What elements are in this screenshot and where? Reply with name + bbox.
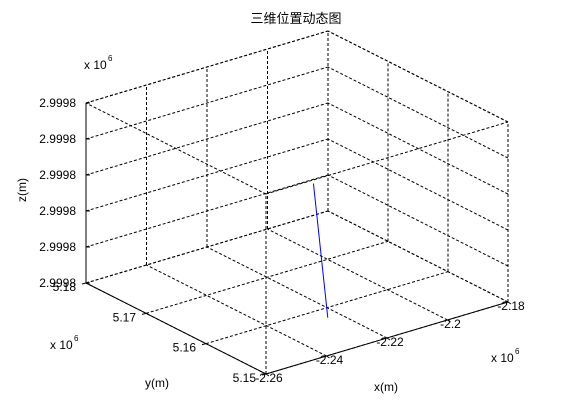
- y-tick-mark: [261, 373, 267, 376]
- box-edge: [327, 30, 509, 123]
- y-tick-label: 5.17: [113, 310, 137, 324]
- x-tick-label: -2.24: [316, 353, 344, 367]
- y-tick-label: 5.15: [233, 371, 257, 385]
- z-tick-label: 2.9998: [39, 204, 76, 218]
- z-axis-label: z(m): [15, 178, 29, 202]
- y-axis-line: [85, 282, 267, 375]
- back-wall-grid-line: [85, 102, 329, 176]
- z-exponent-power: 6: [108, 54, 113, 63]
- y-tick-mark: [141, 312, 147, 315]
- z-tick-label: 2.9998: [39, 276, 76, 290]
- x-tick-mark: [507, 301, 512, 305]
- x-tick-label: -2.22: [376, 335, 404, 349]
- back-wall-grid-line: [85, 174, 329, 248]
- side-wall-grid-line: [327, 174, 509, 267]
- z-exponent-base: x 10: [84, 58, 107, 72]
- tick-labels: -2.26 -2.24 -2.22 -2.2 -2.18 5.15 5.16 5.17 5.18…: [39, 96, 525, 385]
- x-exponent-base: x 10: [491, 351, 514, 365]
- box-edge: [265, 121, 509, 195]
- floor-grid-line: [206, 246, 388, 339]
- box-edge: [85, 30, 329, 104]
- y-tick-label: 5.18: [53, 280, 77, 294]
- x-tick-mark: [386, 337, 391, 341]
- chart-title: 三维位置动态图: [250, 11, 341, 26]
- x-tick-label: -2.2: [440, 317, 461, 331]
- side-wall-grid-line: [327, 102, 509, 195]
- x-tick-mark: [447, 319, 451, 323]
- z-tick-label: 2.9998: [39, 168, 76, 182]
- back-wall-grid-line: [85, 210, 329, 284]
- z-tick-label: 2.9998: [39, 132, 76, 146]
- floor-grid-line: [145, 240, 389, 314]
- side-wall-grid-line: [327, 66, 509, 159]
- z-tick-label: 2.9998: [39, 96, 76, 110]
- x-exponent: x 10 6: [491, 347, 520, 365]
- axes-box: [85, 30, 509, 375]
- floor-grid-line: [146, 264, 327, 357]
- y-exponent-power: 6: [74, 334, 79, 343]
- x-tick-mark: [326, 355, 330, 359]
- x-tick-mark: [265, 373, 270, 377]
- z-tick-label: 2.9998: [39, 240, 76, 254]
- tick-marks: [81, 102, 512, 377]
- x-axis-label: x(m): [374, 380, 398, 394]
- side-wall-grid-line: [327, 138, 509, 231]
- back-wall-grid-line: [85, 138, 329, 212]
- data-series: [312, 183, 329, 318]
- box-edge: [85, 102, 267, 195]
- y-tick-mark: [201, 343, 207, 346]
- y-exponent: x 10 6: [50, 334, 79, 352]
- y-axis-label: y(m): [145, 376, 169, 390]
- side-wall-grid-line: [327, 210, 509, 303]
- z-exponent: x 10 6: [84, 54, 113, 72]
- y-tick-label: 5.16: [173, 341, 197, 355]
- trajectory-line-0: [312, 183, 329, 318]
- x-exponent-power: 6: [515, 347, 520, 356]
- x-tick-label: -2.26: [255, 371, 283, 385]
- y-tick-mark: [81, 282, 87, 285]
- back-wall-grid-line: [85, 66, 329, 140]
- y-exponent-base: x 10: [50, 338, 73, 352]
- floor-grid-line: [267, 228, 448, 321]
- x-tick-label: -2.18: [497, 299, 525, 313]
